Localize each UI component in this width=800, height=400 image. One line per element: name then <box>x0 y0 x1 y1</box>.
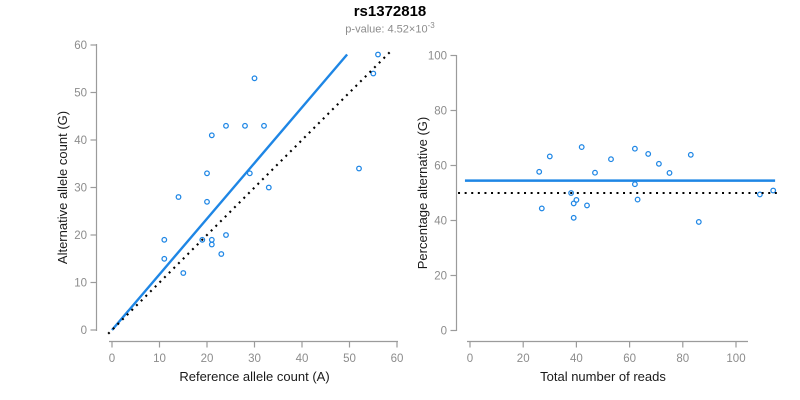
left-data-point <box>161 236 168 243</box>
right-data-point <box>573 196 580 203</box>
left-identity-line <box>107 50 392 335</box>
left-data-point <box>246 170 253 177</box>
left-y-tick-label: 60 <box>74 40 87 52</box>
left-data-point <box>375 51 381 58</box>
right-data-point <box>570 200 577 207</box>
left-x-tick-label: 0 <box>109 353 115 365</box>
right-y-tick-label: 20 <box>434 271 447 283</box>
right-data-point <box>631 181 638 188</box>
left-x-tick-label: 50 <box>343 353 356 365</box>
left-y-tick-label: 0 <box>81 325 87 337</box>
right-y-tick-label: 0 <box>441 326 447 338</box>
right-data-point <box>546 153 553 160</box>
left-x-tick-label: 60 <box>391 353 404 365</box>
left-data-point <box>204 170 210 177</box>
left-data-point <box>265 184 272 191</box>
right-y-tick-label: 80 <box>434 106 447 118</box>
right-data-point <box>695 218 702 225</box>
left-data-point <box>223 232 229 238</box>
left-data-point <box>208 236 215 243</box>
right-data-point <box>568 190 575 196</box>
right-data-point <box>770 187 777 194</box>
right-y-tick-label: 100 <box>428 51 447 63</box>
chart-title: rs1372818 <box>353 3 427 20</box>
subtitle-exponent: -3 <box>427 21 435 30</box>
right-x-axis-title: Total number of reads <box>540 369 666 384</box>
left-x-axis-title: Reference allele count (A) <box>179 369 329 384</box>
right-x-tick-label: 20 <box>517 353 530 365</box>
left-data-point <box>251 75 258 82</box>
left-data-point <box>223 122 229 129</box>
right-data-point <box>608 156 614 163</box>
right-y-tick-label: 60 <box>434 161 447 173</box>
left-x-tick-label: 40 <box>296 353 309 365</box>
left-y-tick-label: 30 <box>74 183 87 195</box>
right-data-point <box>666 169 673 176</box>
right-x-tick-label: 60 <box>623 353 636 365</box>
right-data-point <box>592 169 598 176</box>
left-fit-line <box>111 53 349 331</box>
right-data-point <box>655 160 662 167</box>
left-x-tick-label: 20 <box>201 353 214 365</box>
left-data-point <box>199 236 206 243</box>
left-data-point <box>242 122 248 129</box>
left-data-point <box>175 194 182 200</box>
left-data-point <box>204 198 210 205</box>
left-data-point <box>208 132 215 139</box>
left-data-point <box>370 70 377 77</box>
right-data-point <box>634 196 641 203</box>
left-data-point <box>218 251 225 257</box>
left-y-tick-label: 50 <box>74 88 87 100</box>
left-data-point <box>208 241 215 248</box>
right-data-point <box>578 144 585 151</box>
right-x-tick-label: 100 <box>726 353 745 365</box>
right-y-axis-title: Percentage alternative (G) <box>415 117 430 269</box>
left-y-tick-label: 20 <box>74 230 87 242</box>
right-x-tick-label: 80 <box>676 353 689 365</box>
left-y-tick-label: 10 <box>74 278 87 290</box>
right-data-point <box>536 168 543 175</box>
right-data-point <box>538 205 545 212</box>
left-y-axis-title: Alternative allele count (G) <box>55 111 70 264</box>
left-x-tick-label: 10 <box>153 353 166 365</box>
right-y-tick-label: 40 <box>434 216 447 228</box>
left-data-point <box>161 255 168 262</box>
left-data-point <box>261 122 267 129</box>
subtitle-text: p-value: 4.52×10 <box>345 23 428 36</box>
left-data-point <box>356 165 362 172</box>
right-x-tick-label: 0 <box>467 353 473 365</box>
right-x-tick-label: 40 <box>570 353 583 365</box>
right-data-point <box>631 145 638 152</box>
right-data-point <box>756 191 763 198</box>
right-data-point <box>645 150 652 157</box>
right-data-point <box>570 214 577 221</box>
left-x-tick-label: 30 <box>248 353 261 365</box>
left-data-point <box>180 270 187 276</box>
chart-subtitle: p-value: 4.52×10-3 <box>0 21 780 36</box>
left-y-tick-label: 40 <box>74 135 87 147</box>
right-data-point <box>687 151 694 158</box>
right-data-point <box>584 202 590 209</box>
